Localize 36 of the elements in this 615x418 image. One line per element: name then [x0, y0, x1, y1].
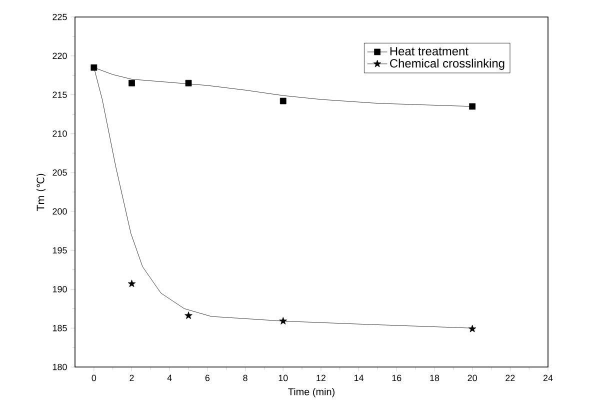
point — [469, 103, 476, 110]
x-tick-label: 0 — [92, 374, 96, 382]
point — [279, 317, 288, 324]
y-tick-label: 200 — [52, 208, 67, 215]
point — [128, 280, 136, 288]
x-tick-label: 2 — [130, 374, 134, 382]
x-axis-title: Time (min) — [288, 388, 334, 398]
x-tick-label: 18 — [430, 374, 440, 382]
legend-label: Chemical crosslinking — [390, 58, 504, 70]
x-tick-label: 6 — [205, 374, 210, 382]
x-tick-label: 22 — [506, 374, 515, 382]
y-axis-title: Tm (℃) — [36, 174, 46, 211]
x-tick-label: 4 — [167, 374, 172, 381]
point — [128, 80, 135, 86]
y-tick-label: 180 — [52, 364, 67, 370]
point — [90, 64, 98, 71]
point — [184, 312, 192, 320]
y-tick-label: 225 — [52, 14, 67, 20]
x-tick-label: 20 — [468, 374, 477, 382]
point — [468, 324, 476, 332]
y-tick-label: 190 — [52, 286, 67, 292]
point — [280, 98, 286, 104]
x-tick-label: 10 — [278, 374, 288, 382]
x-tick-label: 8 — [243, 374, 248, 382]
x-tick-label: 16 — [392, 374, 402, 382]
x-tick-label: 14 — [354, 374, 364, 381]
y-tick-label: 215 — [52, 92, 67, 98]
y-tick-label: 205 — [52, 169, 67, 176]
y-tick-label: 210 — [52, 130, 67, 137]
y-tick-label: 185 — [52, 324, 67, 332]
y-tick-label: 195 — [52, 247, 67, 254]
x-tick-label: 24 — [543, 374, 553, 382]
legend-label: Heat treatment — [390, 47, 468, 56]
x-tick-label: 12 — [316, 374, 326, 382]
y-tick-label: 220 — [52, 52, 67, 60]
point — [185, 80, 192, 86]
